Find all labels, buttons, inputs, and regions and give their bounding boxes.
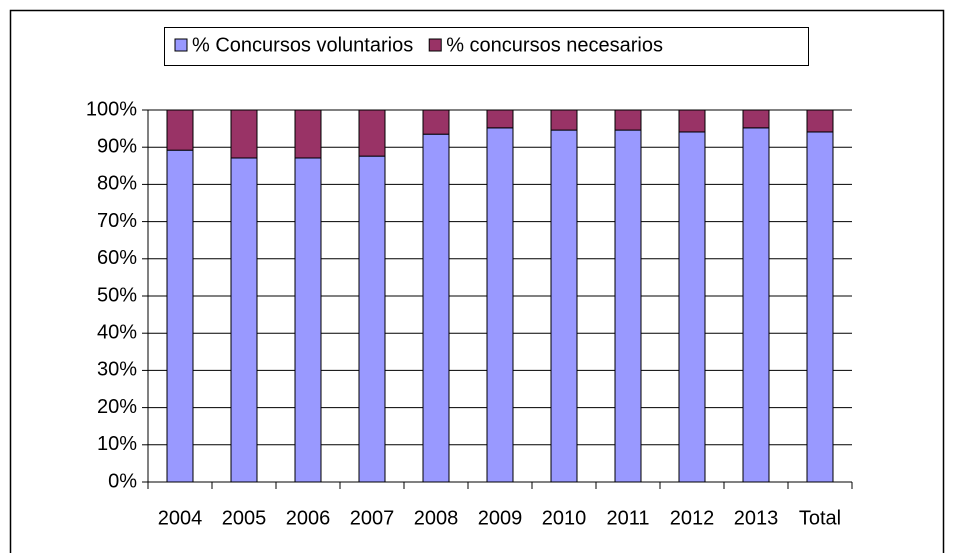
bar-segment	[422, 133, 450, 483]
y-tick-label: 100%	[86, 98, 137, 120]
x-tick-label: 2009	[478, 507, 523, 529]
x-tick-label: 2013	[734, 507, 779, 529]
x-tick-label: 2007	[350, 507, 395, 529]
bar-segment	[166, 109, 194, 151]
bar-segment	[742, 127, 770, 483]
y-tick-label: 80%	[97, 173, 137, 195]
bar-segment	[230, 157, 258, 483]
y-tick-label: 30%	[97, 359, 137, 381]
bar-segment	[806, 109, 834, 133]
legend-swatch	[428, 38, 442, 52]
x-tick-label: 2006	[286, 507, 331, 529]
x-tick-label: Total	[799, 507, 841, 529]
bar-segment	[550, 129, 578, 483]
chart-border	[9, 9, 945, 553]
bar-segment	[358, 155, 386, 483]
legend: % Concursos voluntarios % concursos neces…	[164, 27, 809, 66]
y-tick-label: 40%	[97, 321, 137, 343]
x-tick-label: 2004	[158, 507, 203, 529]
bar-segment	[806, 131, 834, 483]
bar-segment	[358, 109, 386, 157]
legend-swatch	[174, 38, 188, 52]
bar-segment	[614, 129, 642, 483]
bar-segment	[550, 109, 578, 131]
legend-box	[164, 27, 809, 66]
y-tick-label: 0%	[108, 470, 137, 492]
y-tick-label: 90%	[97, 135, 137, 157]
legend-label: % Concursos voluntarios	[192, 34, 413, 56]
y-tick-label: 10%	[97, 433, 137, 455]
bar-segment	[614, 109, 642, 131]
bar-segment	[294, 157, 322, 483]
y-tick-label: 20%	[97, 396, 137, 418]
bar-segment	[422, 109, 450, 135]
x-tick-label: 2012	[670, 507, 715, 529]
bar-segment	[486, 109, 514, 129]
y-tick-label: 50%	[97, 284, 137, 306]
bar-segment	[678, 109, 706, 133]
bar-segment	[166, 149, 194, 483]
bar-segment	[678, 131, 706, 483]
plot-area: 0% 10% 20% 30% 40% 50% 60% 70% 80% 90% 100% 2004 200…	[86, 98, 853, 529]
x-tick-label: 2005	[222, 507, 267, 529]
bar-segment	[486, 127, 514, 483]
x-tick-label: 2008	[414, 507, 459, 529]
bar-segment	[294, 109, 322, 159]
legend-label: % concursos necesarios	[446, 34, 663, 56]
bar-segment	[230, 109, 258, 159]
y-tick-label: 60%	[97, 247, 137, 269]
y-tick-label: 70%	[97, 210, 137, 232]
bar-segment	[742, 109, 770, 129]
x-tick-label: 2011	[606, 507, 649, 529]
x-tick-label: 2010	[542, 507, 587, 529]
